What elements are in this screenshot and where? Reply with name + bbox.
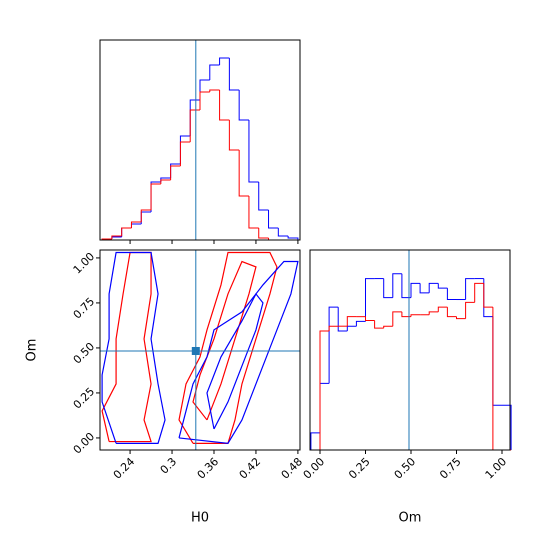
histogram-step [179,135,191,164]
y-tick-label: 1.00 [71,250,98,277]
histogram-step [446,288,457,301]
histogram-step [189,109,200,142]
histogram-step [410,314,421,317]
histogram-step [401,311,412,318]
histogram-step [219,90,230,121]
x-tick-label: 0.24 [111,455,138,482]
histogram-step [319,330,330,450]
histogram-step [483,278,493,318]
histogram-step [111,235,122,239]
histogram-step [228,120,240,151]
x-tick-label: 0.25 [346,455,373,482]
panel-frame [99,249,301,451]
x-axis-label: H0 [191,511,209,526]
x-tick-label: 0.48 [279,455,306,482]
histogram-step [160,179,171,184]
x-tick-label: 0.3 [158,455,180,477]
histogram-step [170,165,181,180]
histogram-step [258,182,269,211]
histogram-step [446,307,457,318]
histogram-step [401,273,412,299]
truth-marker [191,346,200,355]
histogram-step [346,325,357,331]
histogram-step [130,223,142,228]
histogram-step [277,228,289,237]
histogram-step [437,283,448,289]
histogram-step [228,58,240,91]
x-axis-label: Om [399,511,422,526]
histogram-step [465,301,475,319]
histogram-step [428,311,439,315]
histogram-step [150,181,161,212]
y-tick-label: 0.25 [71,385,98,412]
histogram-step [365,316,375,321]
histogram-step [140,211,152,224]
contour [101,251,152,443]
histogram-step [410,282,421,298]
contour [206,292,264,430]
x-tick-label: 1.00 [483,455,510,482]
histogram-step [492,316,502,406]
histogram-step [346,316,357,327]
contour [178,251,278,444]
histogram-step [319,382,330,433]
histogram-step [199,91,210,110]
histogram-step [140,209,152,222]
histogram-step [455,316,466,320]
histogram-step [111,236,122,239]
histogram-step [248,120,259,183]
histogram-step [437,306,448,312]
histogram-step [328,306,339,384]
histogram-step [355,320,366,327]
histogram-step [209,89,220,92]
histogram-step [199,79,210,100]
histogram-step [392,273,402,298]
histogram-step [501,404,512,450]
x-tick-label: 0.36 [195,455,222,482]
histogram-step [209,64,220,80]
histogram-step [492,307,502,451]
histogram-step [328,325,339,331]
y-tick-label: 0.75 [71,295,98,322]
x-tick-label: 0.75 [437,455,464,482]
y-tick-label: 0.50 [71,340,98,367]
histogram-step [248,196,259,229]
histogram-step [258,228,269,239]
histogram-step [238,90,249,121]
histogram-step [374,320,384,329]
y-tick-label: 0.00 [71,430,98,457]
x-tick-label: 0.50 [392,455,419,482]
histogram-step [150,183,161,210]
histogram-step [419,283,430,294]
histogram-step [287,236,299,240]
contour [192,260,257,421]
contour [101,251,166,444]
histogram-step [189,99,200,136]
histogram-step [465,278,475,300]
histogram-step [130,221,142,228]
histogram-step [428,282,439,293]
histogram-step [383,325,393,329]
histogram-step [268,210,279,229]
histogram-step [219,57,230,65]
histogram-step [121,227,132,237]
panel-frame [309,249,511,451]
histogram-step [383,278,393,299]
histogram-step [392,311,402,327]
x-tick-label: 0.00 [301,455,328,482]
histogram-step [238,150,249,197]
y-axis-label: Om [25,339,40,362]
histogram-step [310,432,321,450]
histogram-step [474,282,484,303]
histogram-step [121,227,132,236]
panel-frame [99,39,301,241]
histogram-step [337,307,348,332]
contour [178,260,299,444]
x-tick-label: 0.42 [237,455,264,482]
histogram-step [179,141,191,166]
histogram-step [483,283,493,308]
histogram-step [365,278,375,322]
